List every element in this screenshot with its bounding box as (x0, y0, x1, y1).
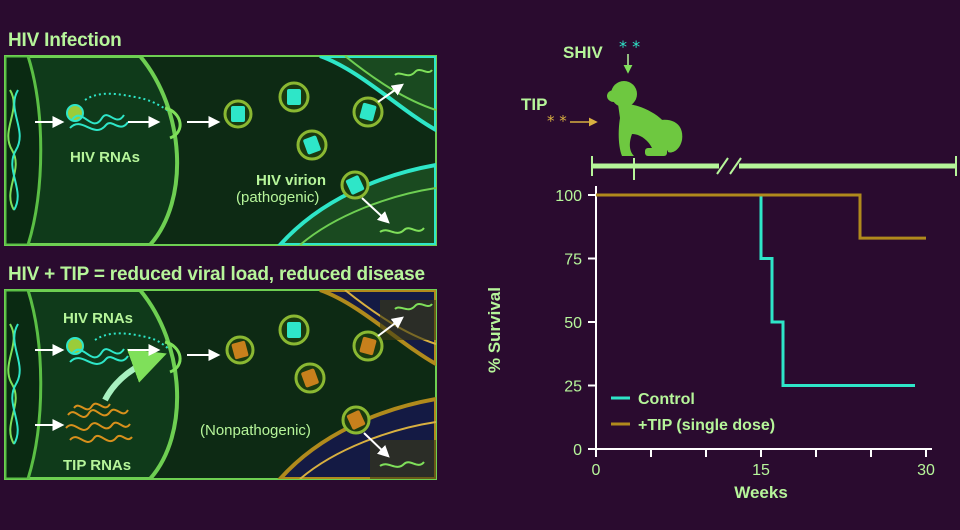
virion (278, 314, 310, 346)
top-virion-label: HIV virion (256, 172, 326, 189)
top-panel: HIV RNAs HIV virion (pathogenic) (4, 55, 437, 246)
x-tick-label: 30 (917, 462, 935, 479)
survival-chart: % Survival Weeks 0 25 50 75 100 0 15 30 Control… (485, 186, 935, 502)
series-line-control (596, 193, 915, 387)
bottom-tip-rnas-label: TIP RNAs (63, 457, 131, 474)
series-line-tip (596, 193, 926, 240)
bottom-virion-sublabel: (Nonpathogenic) (200, 422, 311, 439)
virion (296, 129, 328, 161)
virion (340, 170, 370, 200)
x-tick-label: 0 (592, 462, 601, 479)
x-tick-label: 15 (752, 462, 770, 479)
legend-label: +TIP (single dose) (638, 417, 775, 434)
top-panel-title: HIV Infection (8, 30, 122, 51)
y-tick-label: 100 (555, 188, 582, 205)
y-tick-label: 50 (564, 315, 582, 332)
virion (294, 362, 326, 394)
bottom-panel-title: HIV + TIP = reduced viral load, reduced … (8, 264, 425, 285)
y-axis-label: % Survival (485, 287, 504, 373)
y-tick-label: 25 (564, 379, 582, 396)
top-virion-sublabel: (pathogenic) (236, 189, 319, 206)
shiv-asterisks: * * (619, 37, 640, 56)
bottom-panel: HIV RNAs TIP RNAs (Nonpathogenic) (4, 289, 437, 480)
virion (223, 99, 253, 129)
tip-label: TIP (521, 95, 547, 114)
top-hiv-rnas-label: HIV RNAs (70, 149, 140, 166)
virion (352, 96, 384, 128)
tip-asterisks: * * (547, 112, 567, 130)
shiv-label: SHIV (563, 43, 603, 62)
host-cell (5, 290, 180, 479)
virion (352, 330, 384, 362)
virion (278, 81, 310, 113)
x-axis-label: Weeks (734, 483, 788, 502)
bottom-hiv-rnas-label: HIV RNAs (63, 310, 133, 327)
monkey-illustration: SHIV * * TIP * * (521, 37, 957, 180)
legend: Control +TIP (single dose) (611, 391, 775, 434)
legend-label: Control (638, 391, 695, 408)
tip-rnas (65, 402, 133, 443)
y-tick-label: 0 (573, 442, 582, 459)
y-tick-label: 75 (564, 252, 582, 269)
monkey-icon (607, 81, 683, 156)
host-cell (5, 56, 180, 245)
virion (341, 405, 371, 435)
virion (225, 335, 255, 365)
